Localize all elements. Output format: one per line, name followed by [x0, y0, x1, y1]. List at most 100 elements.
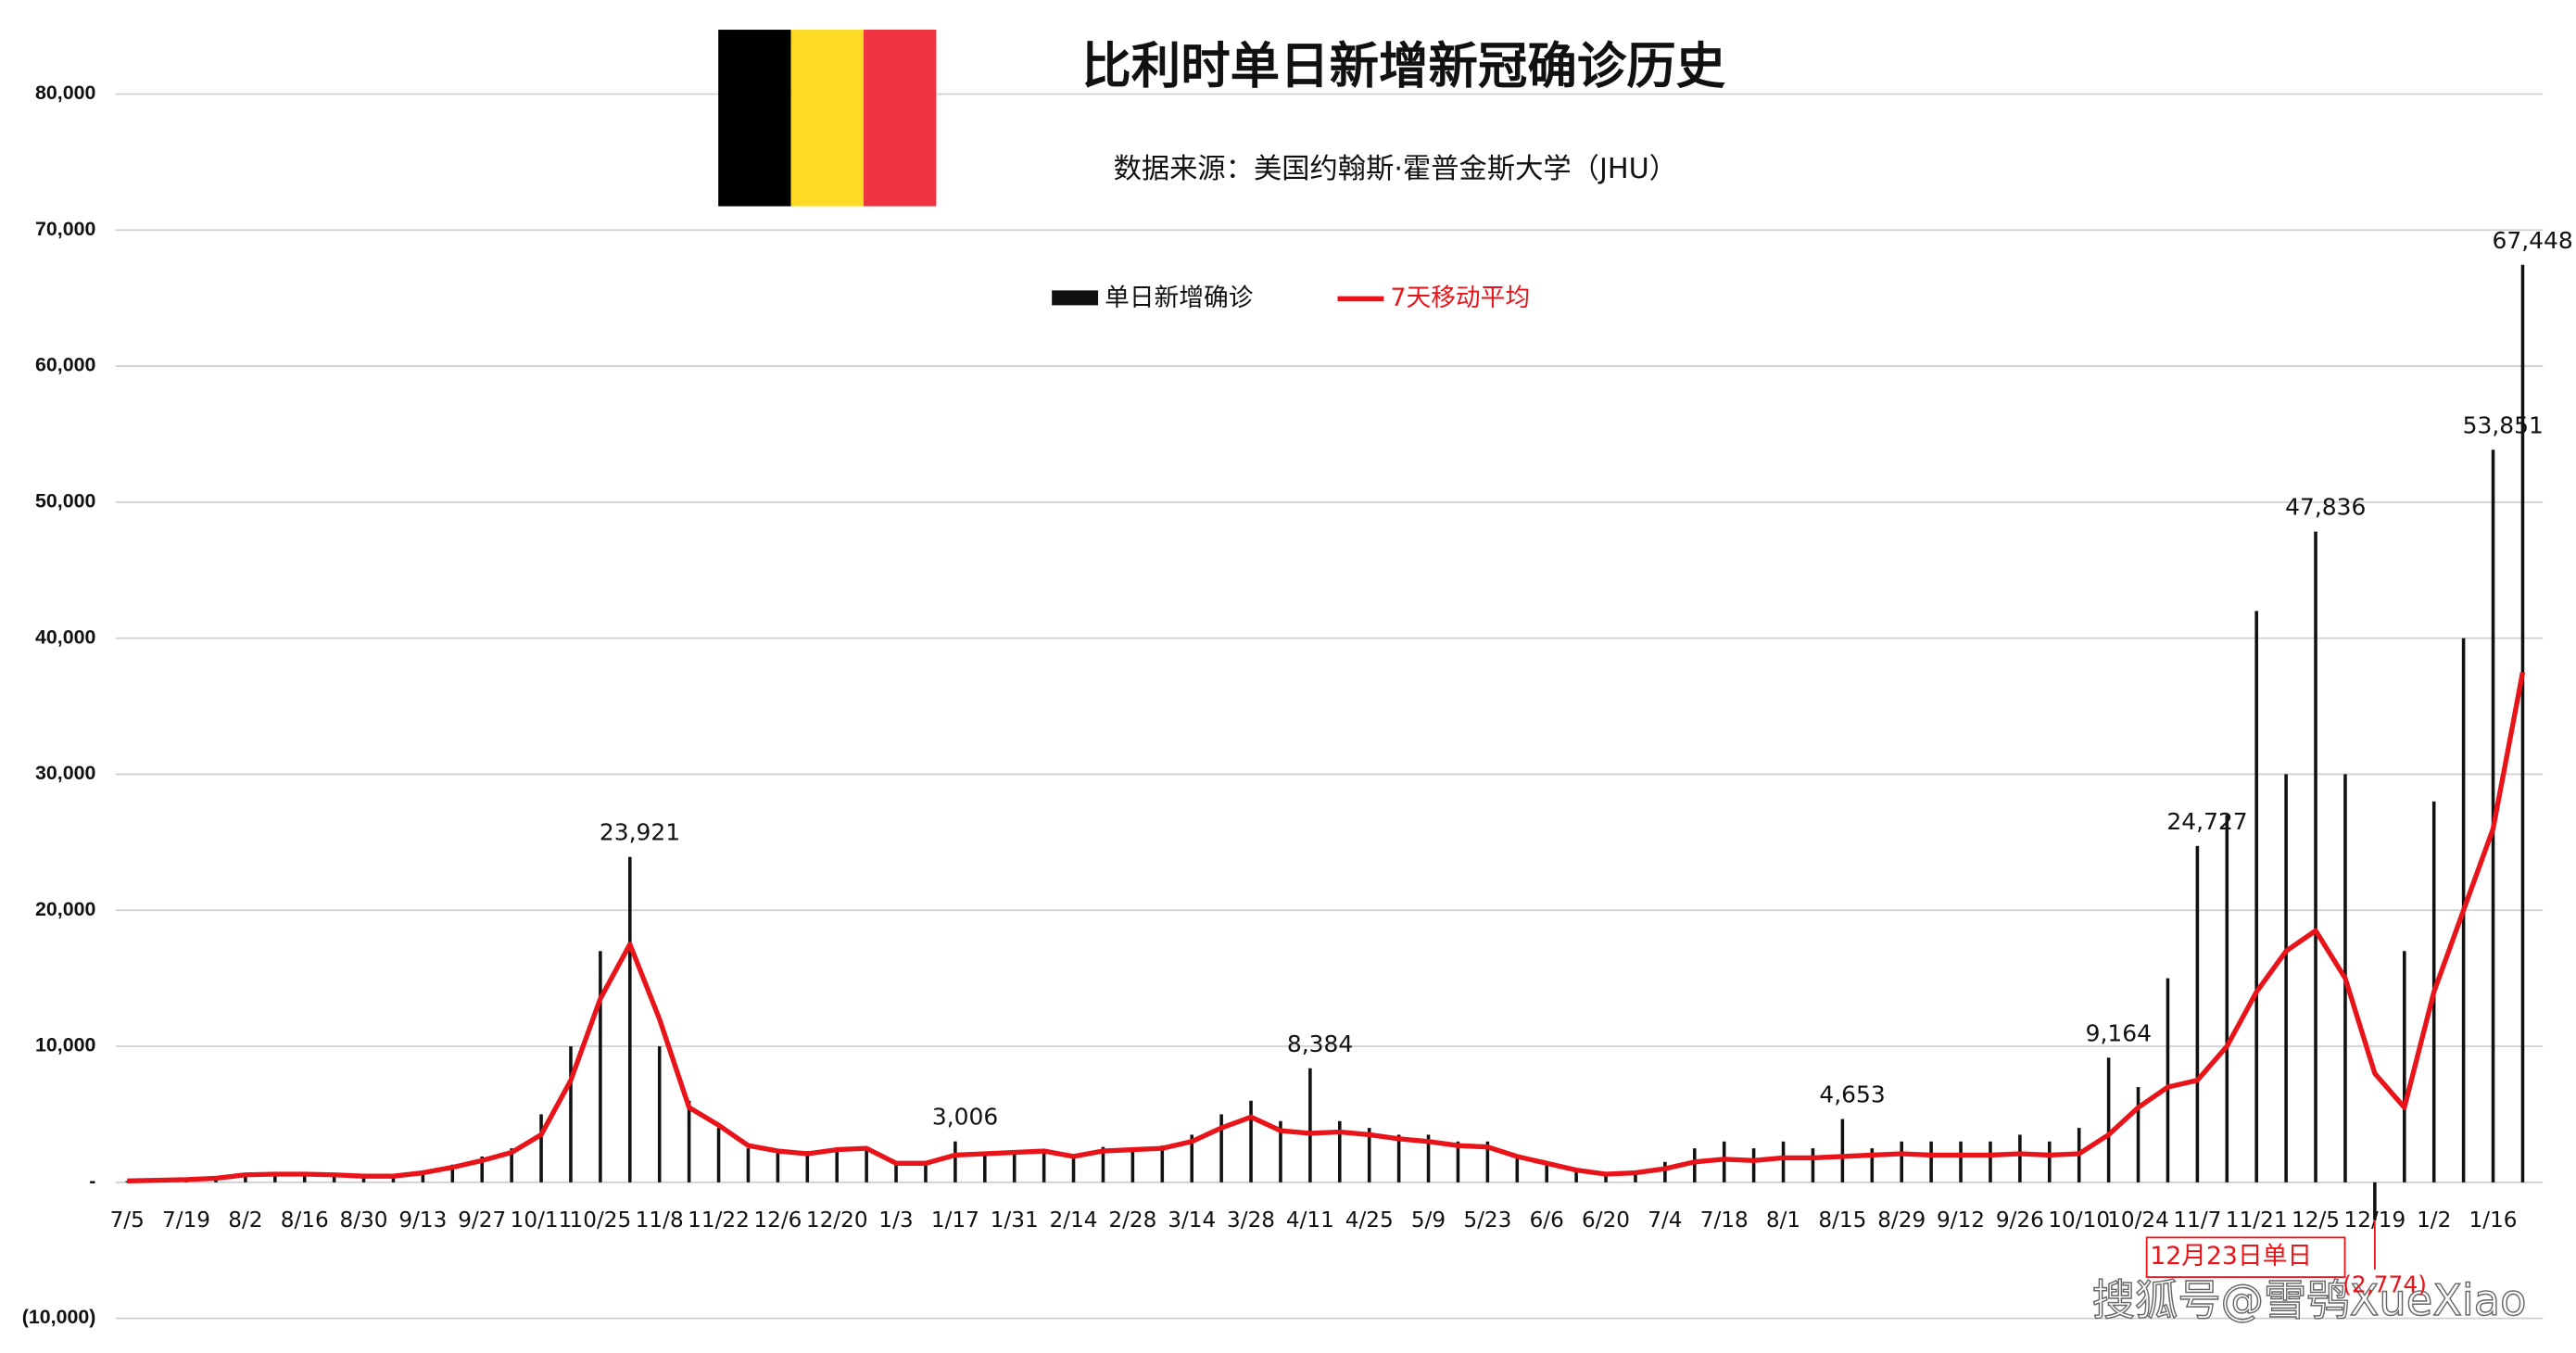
y-tick-label: - — [89, 1170, 95, 1192]
data-label: 8,384 — [1287, 1031, 1353, 1057]
bar — [1071, 1155, 1076, 1182]
y-tick-label: 30,000 — [35, 762, 95, 784]
bar — [599, 951, 602, 1182]
bar — [894, 1161, 898, 1182]
x-tick-label: 11/21 — [2226, 1208, 2288, 1233]
bar — [1190, 1134, 1193, 1182]
y-tick-label: 80,000 — [35, 82, 95, 104]
bar — [1426, 1134, 1431, 1182]
bar — [1042, 1149, 1046, 1182]
x-tick-label: 2/14 — [1050, 1208, 1098, 1233]
x-tick-label: 10/25 — [570, 1208, 632, 1233]
bar — [2403, 951, 2406, 1182]
bar — [1338, 1120, 1342, 1182]
bar — [1989, 1141, 1992, 1182]
bar — [716, 1128, 721, 1182]
bar — [2314, 531, 2317, 1182]
bar — [2284, 774, 2288, 1182]
bar — [924, 1161, 928, 1182]
x-tick-label: 9/27 — [458, 1208, 506, 1233]
bar — [1663, 1161, 1667, 1182]
annotation-box — [2145, 1236, 2346, 1278]
data-label: 23,921 — [600, 819, 680, 846]
x-tick-label: 8/16 — [281, 1208, 329, 1233]
x-tick-label: 4/11 — [1286, 1208, 1334, 1233]
bar — [1634, 1171, 1637, 1182]
x-tick-label: 2/28 — [1108, 1208, 1156, 1233]
bar — [1396, 1134, 1401, 1182]
bar — [244, 1174, 247, 1182]
bar — [1693, 1148, 1697, 1182]
x-tick-label: 1/3 — [878, 1208, 913, 1233]
x-tick-label: 8/1 — [1766, 1208, 1800, 1233]
bar — [2048, 1141, 2052, 1182]
bar — [2106, 1057, 2111, 1182]
x-tick-label: 9/26 — [1996, 1208, 2044, 1233]
y-tick-label: 10,000 — [35, 1034, 95, 1056]
legend-label: 7天移动平均 — [1390, 284, 1530, 312]
y-tick-label: 60,000 — [35, 354, 95, 376]
x-tick-label: 7/18 — [1700, 1208, 1749, 1233]
x-tick-label: 6/20 — [1582, 1208, 1630, 1233]
bar — [1574, 1169, 1578, 1182]
legend-swatch-bar — [1052, 290, 1099, 306]
bar — [421, 1171, 425, 1182]
chart-subtitle: 数据来源：美国约翰斯·霍普金斯大学（JHU） — [1114, 153, 1678, 185]
bar — [628, 856, 632, 1182]
bar — [569, 1046, 573, 1182]
bar — [1456, 1141, 1460, 1182]
bar — [1929, 1141, 1933, 1182]
bar — [687, 1100, 691, 1182]
x-tick-label: 10/11 — [511, 1208, 573, 1233]
x-tick-label: 1/2 — [2417, 1208, 2451, 1233]
bar — [1811, 1148, 1815, 1182]
data-label: (2,774) — [2342, 1271, 2427, 1298]
bar — [2136, 1087, 2140, 1182]
x-tick-label: 5/9 — [1411, 1208, 1446, 1233]
bar — [2225, 815, 2229, 1182]
bar — [302, 1174, 307, 1182]
bar — [1485, 1141, 1490, 1182]
bar — [746, 1148, 751, 1182]
bar — [1751, 1148, 1756, 1182]
bar — [1308, 1068, 1312, 1182]
y-tick-label: 70,000 — [35, 218, 95, 240]
bar — [865, 1148, 868, 1182]
bar — [983, 1152, 987, 1182]
data-label: 67,448 — [2493, 227, 2573, 254]
x-tick-label: 1/16 — [2469, 1208, 2518, 1233]
bar — [539, 1114, 543, 1182]
x-tick-label: 12/5 — [2292, 1208, 2340, 1233]
bar — [1870, 1148, 1875, 1182]
x-tick-label: 3/14 — [1168, 1208, 1216, 1233]
bar — [776, 1151, 780, 1182]
bar — [1900, 1141, 1903, 1182]
bar — [361, 1176, 366, 1182]
annotation: 12月23日单日 — [2150, 1242, 2312, 1271]
y-tick-label: 50,000 — [35, 490, 95, 512]
x-tick-label: 7/4 — [1648, 1208, 1682, 1233]
x-tick-label: 11/7 — [2173, 1208, 2221, 1233]
x-tick-label: 9/13 — [398, 1208, 447, 1233]
data-label: 53,851 — [2463, 411, 2544, 438]
bar — [1722, 1141, 1726, 1182]
bar — [1840, 1119, 1845, 1182]
bar — [450, 1164, 455, 1182]
bar — [1781, 1141, 1786, 1182]
bar — [1604, 1172, 1608, 1182]
watermark: 搜狐号@雪鸮XueXiao — [2092, 1275, 2527, 1325]
data-label: 3,006 — [932, 1104, 998, 1131]
bar — [657, 1046, 662, 1182]
x-tick-label: 10/10 — [2048, 1208, 2110, 1233]
x-tick-label: 4/25 — [1345, 1208, 1394, 1233]
bar — [2195, 845, 2200, 1182]
data-label: 4,653 — [1819, 1081, 1885, 1108]
bar — [1959, 1141, 1963, 1182]
x-tick-label: 12/6 — [753, 1208, 802, 1233]
bar — [273, 1173, 277, 1182]
x-tick-label: 3/28 — [1227, 1208, 1275, 1233]
bar — [2373, 1182, 2377, 1220]
y-tick-label: (10,000) — [22, 1306, 96, 1328]
bar — [391, 1175, 396, 1182]
